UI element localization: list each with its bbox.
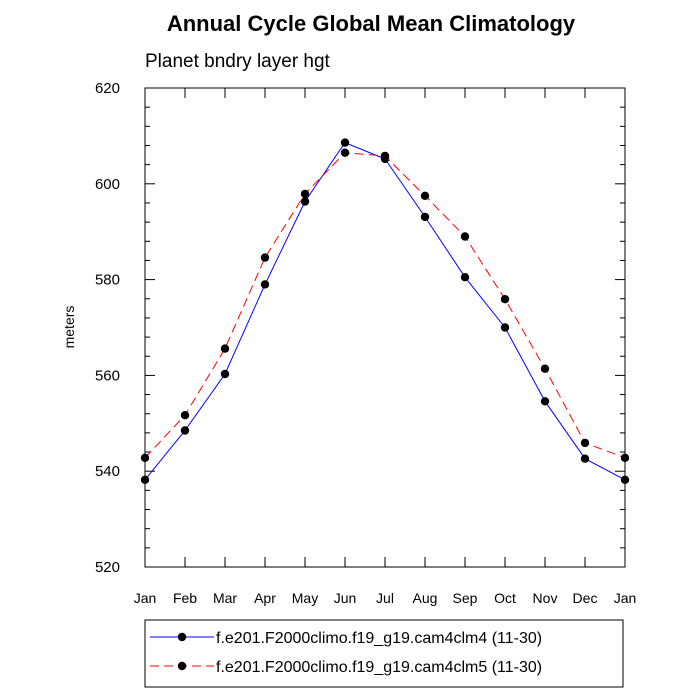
- series-1-point-dec: [580, 454, 590, 463]
- x-tick-label: Aug: [413, 590, 438, 606]
- series-2-point-may: [300, 189, 310, 199]
- x-tick-label: Oct: [494, 590, 516, 606]
- legend-entry-2: f.e201.F2000climo.f19_g19.cam4clm5 (11-3…: [216, 659, 542, 676]
- series-layer: [140, 138, 630, 484]
- y-tick-label: 620: [95, 80, 120, 97]
- series-1-point-sep: [460, 273, 470, 282]
- series-1-point-aug: [420, 212, 430, 222]
- y-tick-label: 600: [95, 176, 120, 193]
- series-2-point-dec: [580, 438, 590, 448]
- series-1-point-jun: [340, 138, 350, 147]
- legend-swatch-1-marker: [177, 632, 187, 642]
- chart-title: Annual Cycle Global Mean Climatology: [167, 11, 576, 36]
- series-1-point-may: [300, 197, 310, 206]
- series-1-point-feb: [180, 426, 190, 435]
- legend-entry-1: f.e201.F2000climo.f19_g19.cam4clm4 (11-3…: [216, 630, 542, 647]
- series-2-point-nov: [540, 364, 550, 373]
- series-2-point-sep: [460, 232, 470, 241]
- series-2-point-jan: [620, 453, 630, 462]
- x-tick-label: Jan: [134, 590, 157, 606]
- x-tick-label: Apr: [254, 590, 276, 606]
- y-tick-label: 520: [95, 559, 120, 576]
- x-tick-label: Jan: [614, 590, 637, 606]
- series-1-line: [144, 141, 626, 481]
- series-1-point-oct: [500, 323, 510, 332]
- x-tick-label: Jul: [376, 590, 394, 606]
- x-tick-label: Dec: [573, 590, 598, 606]
- y-tick-label: 540: [95, 463, 120, 480]
- series-2-point-jun: [340, 148, 350, 157]
- series-2-point-feb: [180, 411, 190, 420]
- x-tick-label: May: [292, 590, 318, 606]
- x-tick-label: Feb: [173, 590, 197, 606]
- series-1-point-nov: [540, 397, 550, 406]
- series-2-point-aug: [420, 191, 430, 200]
- y-tick-label: 580: [95, 272, 120, 289]
- series-1-point-jan: [140, 475, 150, 484]
- x-tick-label: Jun: [334, 590, 357, 606]
- legend-swatch-2-marker: [177, 661, 187, 671]
- y-axis-label: meters: [61, 306, 77, 349]
- series-2-point-mar: [220, 344, 230, 353]
- chart-subtitle: Planet bndry layer hgt: [145, 51, 331, 72]
- series-2-point-apr: [260, 253, 270, 262]
- series-1-point-jan: [620, 475, 630, 484]
- x-tick-label: Nov: [533, 590, 558, 606]
- series-1-point-apr: [260, 280, 270, 289]
- legend-box: [144, 619, 624, 688]
- series-2-point-oct: [500, 295, 510, 304]
- series-1-point-mar: [220, 369, 230, 379]
- legend: f.e201.F2000climo.f19_g19.cam4clm4 (11-3…: [144, 619, 624, 688]
- y-tick-label: 560: [95, 367, 120, 384]
- x-tick-label: Sep: [453, 590, 478, 606]
- x-tick-label: Mar: [213, 590, 237, 606]
- axes: 520 540 560 580 600 620 Jan Feb Mar Apr May Jun Jul A…: [95, 80, 636, 606]
- series-2-point-jul: [380, 151, 390, 161]
- series-2-point-jan: [140, 453, 150, 462]
